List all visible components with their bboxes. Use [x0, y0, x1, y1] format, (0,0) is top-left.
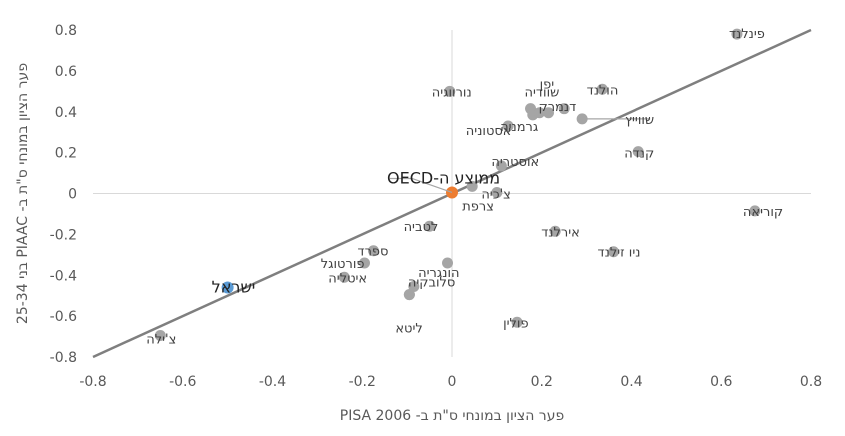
data-point — [495, 160, 507, 172]
point-label: שוודיה — [525, 86, 560, 101]
data-point — [424, 220, 436, 232]
point-label: צרפת — [462, 199, 494, 214]
point-label: הולנד — [587, 83, 619, 98]
point-label: קנדה — [624, 147, 654, 162]
point-label: אוסטריה — [491, 155, 539, 170]
data-point — [358, 257, 370, 269]
point-label: פורטוגל — [321, 257, 365, 272]
data-point — [549, 225, 561, 237]
data-point — [511, 316, 523, 328]
data-point — [444, 85, 456, 97]
y-axis-title: פער הציון במונחי ס"ת ב- PIAAC בני 25-34 — [15, 63, 31, 324]
data-point — [154, 330, 166, 342]
data-point — [221, 281, 234, 294]
data-point — [408, 280, 420, 292]
point-label: שווייץ — [625, 113, 654, 128]
x-tick-label: -0.2 — [349, 374, 376, 390]
y-tick-label: 0.2 — [55, 146, 77, 162]
point-label: נורווגיה — [432, 85, 472, 100]
x-tick-label: 0.8 — [800, 374, 822, 390]
point-label: לטביה — [404, 220, 439, 235]
y-tick-label: -0.8 — [50, 350, 77, 366]
point-label: איטליה — [328, 271, 367, 286]
point-label: ממוצע ה-OECD — [387, 168, 500, 187]
point-label: אסטוניה — [466, 124, 512, 139]
data-point — [749, 205, 761, 217]
y-tick-label: 0.4 — [55, 105, 77, 121]
data-point — [466, 180, 478, 192]
point-label: פולין — [503, 316, 528, 331]
point-label: אירלנד — [541, 225, 580, 240]
x-tick-label: -0.6 — [169, 374, 196, 390]
label-callout-line — [390, 177, 453, 194]
point-label: צ'כיה — [481, 187, 511, 202]
y-tick-label: -0.2 — [50, 227, 77, 243]
point-label: ספרד — [357, 245, 388, 260]
x-tick-label: 0.6 — [710, 374, 732, 390]
data-point — [367, 245, 379, 257]
x-tick-label: -0.8 — [79, 374, 106, 390]
y-tick-label: -0.6 — [50, 309, 77, 325]
data-point — [558, 103, 570, 115]
point-label: יפן — [540, 78, 555, 93]
data-point — [338, 271, 350, 283]
data-point — [542, 107, 554, 119]
data-point — [608, 246, 620, 258]
point-label: ליטא — [395, 322, 422, 337]
x-tick-label: -0.4 — [259, 374, 286, 390]
y-tick-label: -0.4 — [50, 268, 77, 284]
data-point — [632, 146, 644, 158]
data-point — [731, 28, 743, 40]
x-tick-label: 0.2 — [531, 374, 553, 390]
point-label: ישראל — [212, 278, 256, 297]
y-tick-label: 0.6 — [55, 64, 77, 80]
point-label: פינלנד — [729, 27, 765, 42]
point-label: הונגריה — [418, 266, 459, 281]
x-axis-title: פער הציון במונחי ס"ת ב- PISA 2006 — [340, 408, 564, 424]
point-label: צ'ילה — [146, 333, 176, 348]
data-point — [442, 257, 454, 269]
y-tick-label: 0 — [68, 187, 77, 203]
point-label: קוריאה — [743, 205, 783, 220]
point-label: גרמניה — [500, 120, 538, 135]
data-point — [596, 83, 608, 95]
point-label: סלובקיה — [408, 275, 456, 290]
x-tick-label: 0 — [448, 374, 457, 390]
point-label: דנמרק — [538, 100, 576, 115]
x-tick-label: 0.4 — [620, 374, 642, 390]
data-point — [491, 186, 503, 198]
y-tick-label: 0.8 — [55, 23, 77, 39]
data-point — [502, 120, 514, 132]
point-label: ניו זילנד — [598, 246, 641, 261]
data-point — [403, 289, 415, 301]
data-point — [534, 107, 546, 119]
